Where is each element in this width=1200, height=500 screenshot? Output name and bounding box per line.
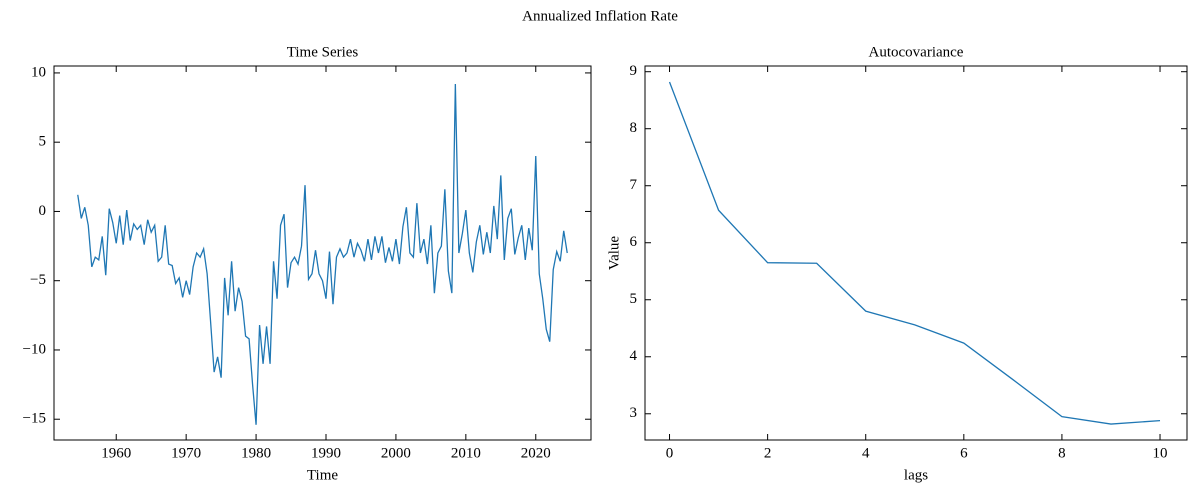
x-tick-label: 10 [1153, 445, 1168, 461]
x-tick-label: 2020 [521, 445, 551, 461]
y-tick-label: 7 [630, 177, 638, 193]
x-axis-label: Time [307, 467, 338, 483]
x-tick-label: 8 [1058, 445, 1066, 461]
x-tick-label: 1980 [241, 445, 271, 461]
y-tick-label: 0 [39, 203, 47, 219]
axes-frame [53, 65, 592, 441]
y-tick-label: 5 [39, 134, 47, 150]
data-line [77, 83, 568, 425]
y-axis-label: Value [606, 236, 622, 270]
y-tick-label: 5 [630, 291, 638, 307]
y-tick-label: −5 [30, 272, 46, 288]
y-tick-label: 9 [630, 63, 638, 79]
subplot-title: Time Series [287, 44, 359, 60]
x-tick-label: 2 [764, 445, 772, 461]
y-tick-label: 4 [630, 348, 638, 364]
y-tick-label: 10 [31, 64, 46, 80]
x-tick-label: 4 [862, 445, 870, 461]
x-tick-label: 0 [666, 445, 674, 461]
x-tick-label: 1970 [171, 445, 201, 461]
x-tick-label: 1990 [311, 445, 341, 461]
y-tick-label: 8 [630, 120, 638, 136]
x-axis-label: lags [904, 467, 928, 483]
y-tick-label: 6 [630, 234, 638, 250]
x-tick-label: 2000 [381, 445, 411, 461]
x-tick-label: 1960 [101, 445, 131, 461]
y-tick-label: 3 [630, 405, 638, 421]
figure-title: Annualized Inflation Rate [522, 8, 678, 24]
subplot-title: Autocovariance [869, 44, 964, 60]
y-tick-label: −15 [23, 411, 46, 427]
data-line [668, 81, 1161, 425]
x-tick-label: 2010 [451, 445, 481, 461]
axes-frame [644, 65, 1188, 441]
y-tick-label: −10 [23, 341, 46, 357]
x-tick-label: 6 [960, 445, 968, 461]
